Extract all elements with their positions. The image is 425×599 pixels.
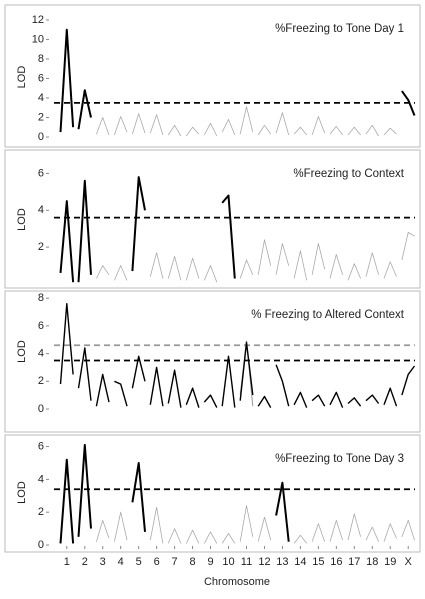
chart-title: %Freezing to Tone Day 3 bbox=[275, 453, 404, 465]
x-tick-label: 10 bbox=[222, 556, 234, 568]
lod-trace bbox=[59, 28, 416, 133]
x-axis-label: Chromosome bbox=[204, 576, 270, 588]
y-tick-label: 10 bbox=[32, 33, 44, 45]
x-tick-label: 4 bbox=[118, 556, 124, 568]
lod-trace bbox=[96, 505, 415, 544]
x-tick-label: 19 bbox=[384, 556, 396, 568]
chart-title: % Freezing to Altered Context bbox=[251, 309, 405, 321]
y-tick-label: 6 bbox=[38, 72, 44, 84]
y-tick-label: 2 bbox=[38, 241, 44, 253]
y-tick-label: 8 bbox=[38, 292, 44, 304]
y-tick-label: 4 bbox=[38, 347, 44, 359]
y-axis-label: LOD bbox=[16, 340, 28, 363]
x-tick-label: 5 bbox=[136, 556, 142, 568]
y-tick-label: 6 bbox=[38, 440, 44, 452]
y-axis-label: LOD bbox=[16, 66, 28, 89]
x-tick-label: 8 bbox=[190, 556, 196, 568]
x-tick-label: 17 bbox=[348, 556, 360, 568]
y-tick-label: 8 bbox=[38, 53, 44, 65]
lod-trace bbox=[59, 176, 236, 283]
panel-frame bbox=[4, 434, 421, 553]
y-tick-label: 0 bbox=[38, 403, 44, 415]
panel-frame bbox=[4, 149, 421, 289]
chart-title: %Freezing to Tone Day 1 bbox=[275, 23, 404, 35]
x-tick-label: 7 bbox=[172, 556, 178, 568]
x-tick-label: 18 bbox=[366, 556, 378, 568]
lod-trace bbox=[96, 106, 397, 137]
x-tick-label: 15 bbox=[312, 556, 324, 568]
y-axis-label: LOD bbox=[16, 208, 28, 231]
x-tick-label: 9 bbox=[207, 556, 213, 568]
panel-frame bbox=[4, 4, 421, 148]
x-tick-label: 12 bbox=[258, 556, 270, 568]
y-tick-label: 4 bbox=[38, 473, 44, 485]
lod-trace bbox=[96, 232, 415, 283]
lod-trace bbox=[59, 303, 416, 408]
panel-frame bbox=[4, 290, 421, 433]
x-tick-label: 14 bbox=[294, 556, 306, 568]
y-tick-label: 4 bbox=[38, 204, 44, 216]
y-tick-label: 6 bbox=[38, 167, 44, 179]
x-tick-label: 16 bbox=[330, 556, 342, 568]
y-tick-label: 0 bbox=[38, 131, 44, 143]
y-tick-label: 4 bbox=[38, 92, 44, 104]
y-tick-label: 6 bbox=[38, 320, 44, 332]
chart-title: %Freezing to Context bbox=[293, 168, 404, 180]
x-tick-label: 2 bbox=[82, 556, 88, 568]
x-tick-label: 13 bbox=[276, 556, 288, 568]
x-tick-label: X bbox=[405, 556, 413, 568]
y-tick-label: 2 bbox=[38, 375, 44, 387]
lod-trace bbox=[59, 443, 290, 544]
y-tick-label: 2 bbox=[38, 111, 44, 123]
y-tick-label: 0 bbox=[38, 539, 44, 551]
x-tick-label: 11 bbox=[241, 556, 252, 568]
y-tick-label: 2 bbox=[38, 506, 44, 518]
y-axis-label: LOD bbox=[16, 481, 28, 504]
y-tick-label: 12 bbox=[32, 14, 44, 26]
x-tick-label: 6 bbox=[154, 556, 160, 568]
x-tick-label: 3 bbox=[100, 556, 106, 568]
x-tick-label: 1 bbox=[64, 556, 70, 568]
